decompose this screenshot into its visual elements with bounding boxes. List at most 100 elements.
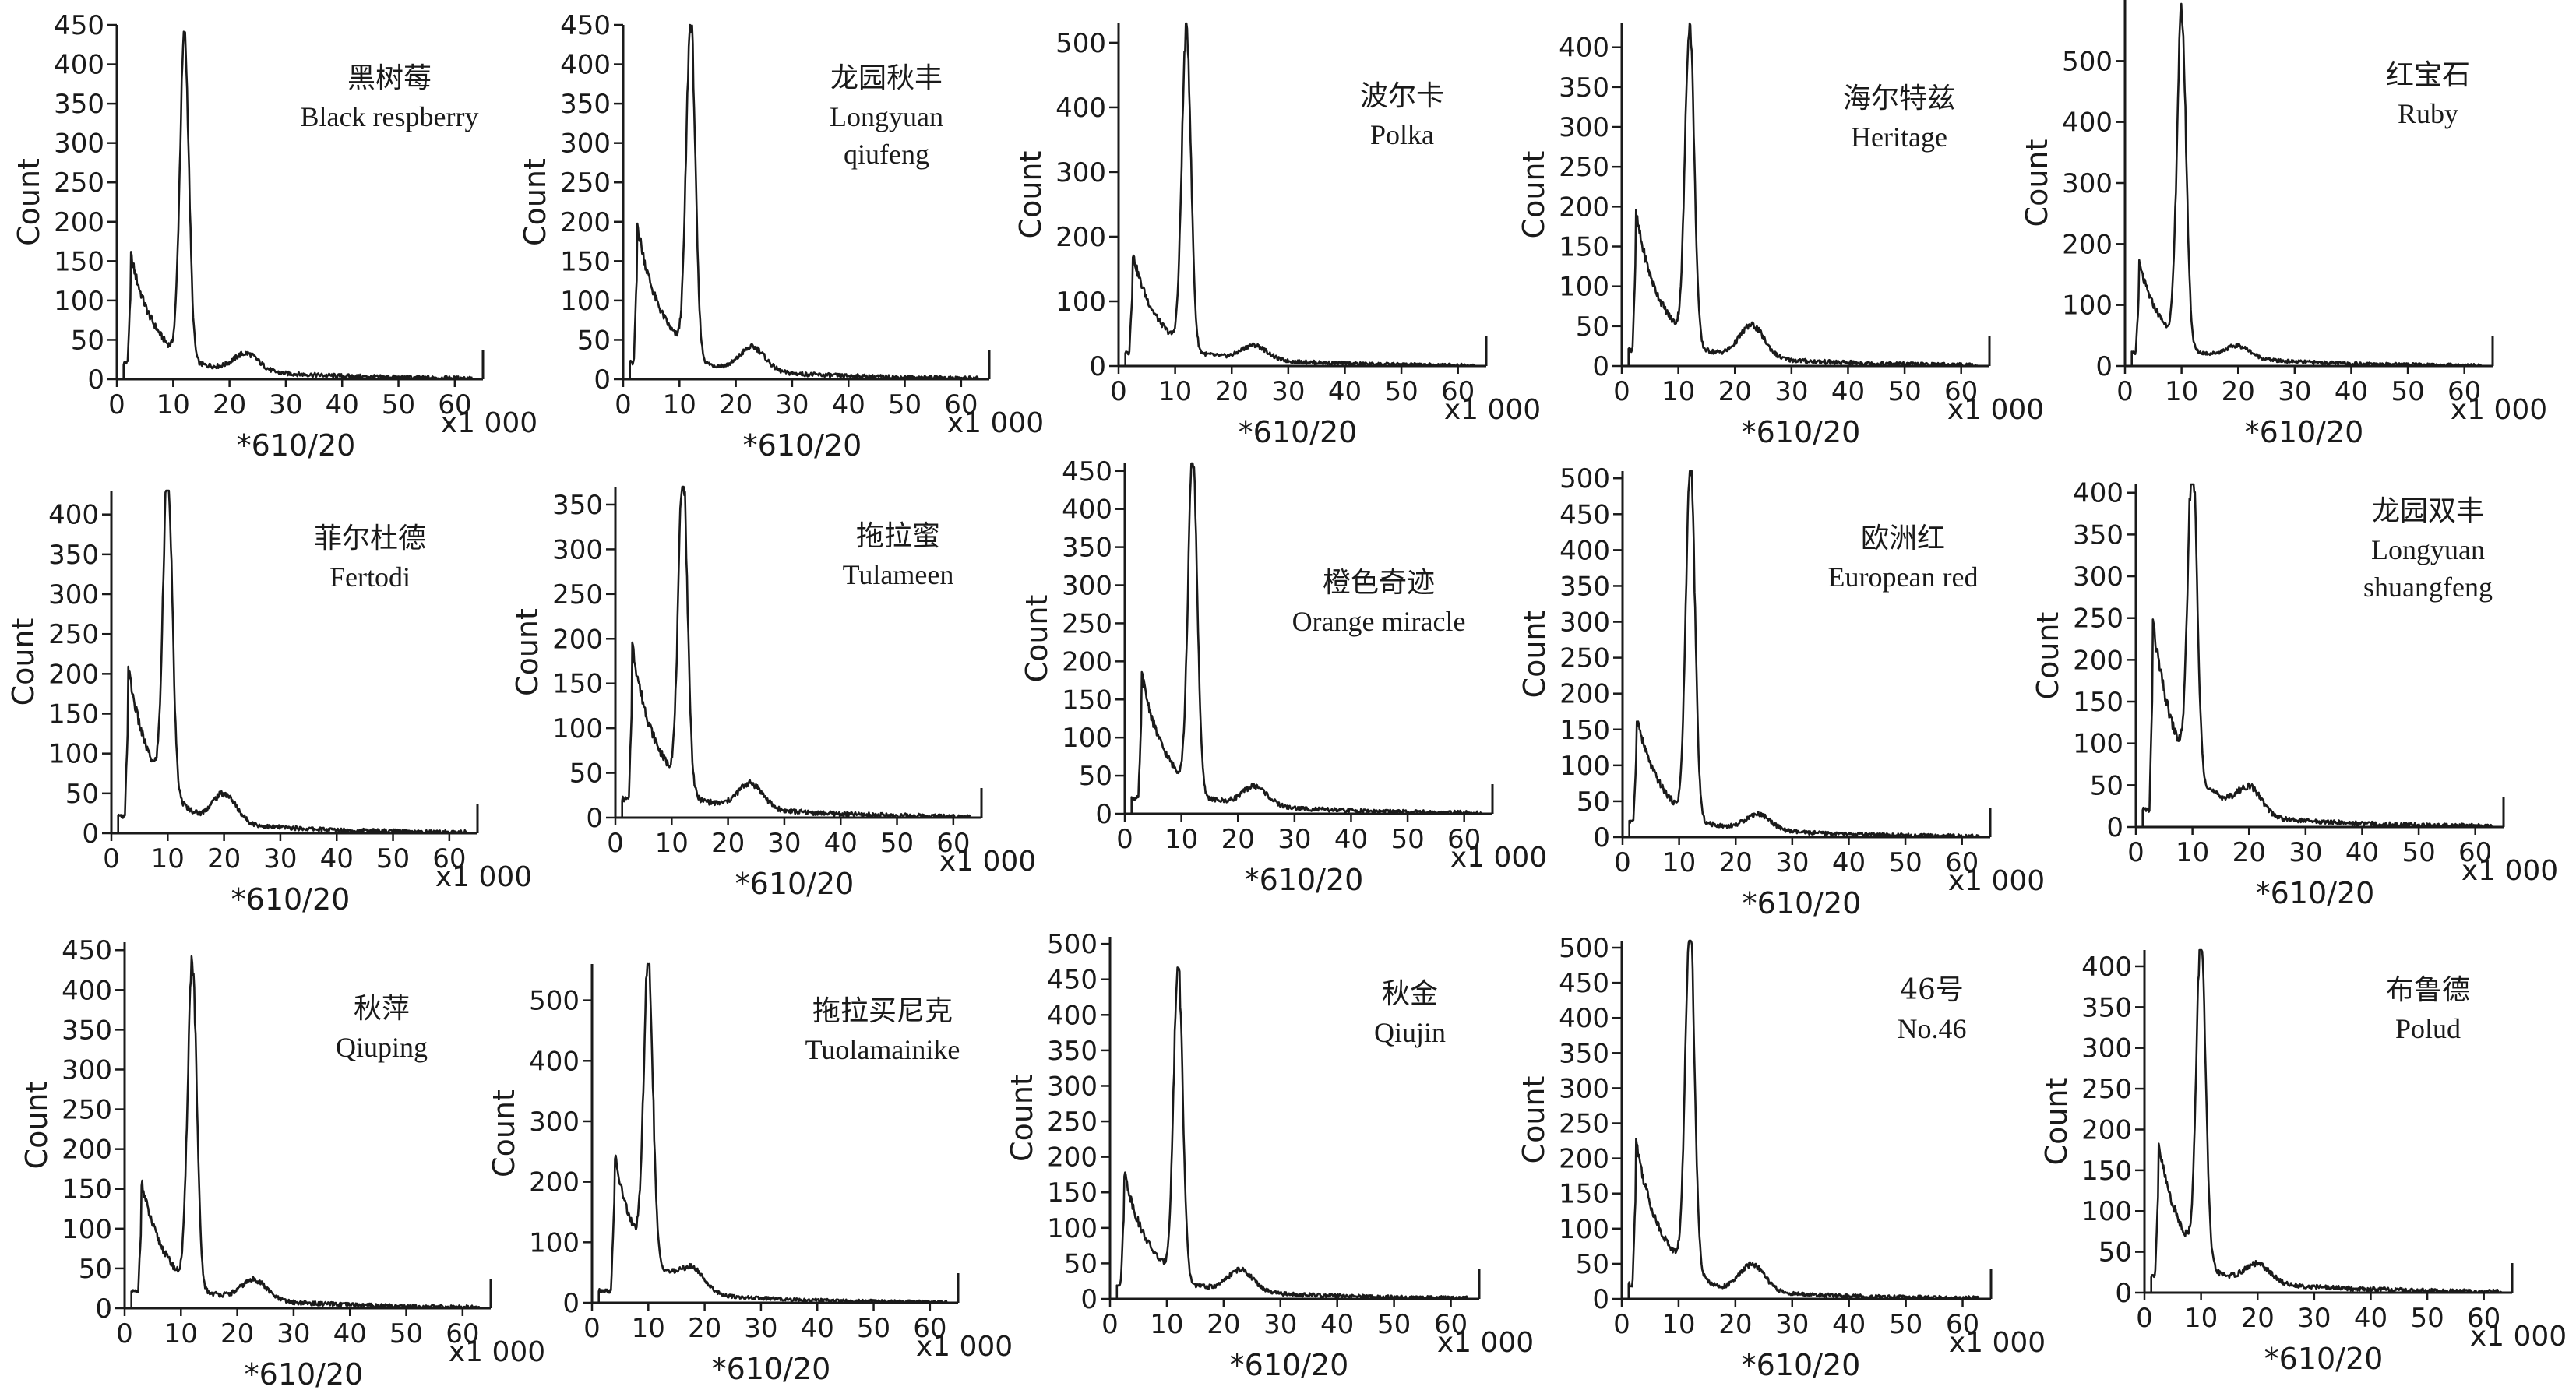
cultivar-name-zh: 橙色奇迹 (1323, 567, 1435, 599)
y-tick-label: 400 (2062, 107, 2113, 139)
x-tick-label: 20 (1718, 376, 1752, 407)
y-axis-title: Count (1005, 1074, 1039, 1162)
x-axis-title: *610/20 (1742, 415, 1861, 449)
x-tick-label: 30 (2297, 1303, 2331, 1334)
x-tick-label: 0 (1101, 1309, 1119, 1340)
x-tick-label: 60 (432, 843, 466, 874)
y-tick-label: 100 (1047, 1213, 1098, 1244)
y-tick-label: 250 (552, 579, 603, 611)
x-tick-label: 60 (1945, 847, 1979, 878)
x-axis-unit: x1 000 (1948, 865, 2045, 897)
histogram-trace (2150, 948, 2502, 1294)
y-tick-label: 150 (2081, 1156, 2132, 1187)
y-tick-label: 300 (1559, 112, 1609, 143)
y-tick-label: 350 (54, 89, 104, 120)
y-tick-label: 300 (2062, 168, 2113, 199)
y-axis-title: Count (1517, 151, 1551, 239)
x-tick-label: 10 (663, 389, 696, 421)
x-tick-label: 40 (1831, 376, 1865, 407)
y-tick-label: 200 (1047, 1142, 1098, 1174)
y-tick-label: 350 (560, 89, 611, 120)
cultivar-name-en: Heritage (1851, 121, 1947, 153)
x-tick-label: 40 (326, 389, 359, 421)
y-tick-label: 300 (529, 1107, 580, 1138)
cultivar-name-en: qiufeng (844, 139, 929, 170)
x-tick-label: 40 (2345, 837, 2379, 868)
x-tick-label: 20 (688, 1313, 721, 1344)
x-axis-unit: x1 000 (1949, 1327, 2046, 1359)
y-tick-label: 0 (2115, 1278, 2132, 1309)
y-tick-label: 50 (2099, 1237, 2132, 1269)
y-tick-label: 400 (1062, 494, 1112, 526)
x-axis-unit: x1 000 (1947, 394, 2044, 426)
cultivar-name-zh: 海尔特兹 (1843, 83, 1955, 114)
histogram-panel-1: 0 50 100 150 200 250 300 350 400 450 0 10 20 30 40 50 60… (12, 10, 537, 463)
y-tick-label: 400 (54, 50, 104, 81)
y-tick-label: 100 (552, 713, 603, 744)
y-tick-label: 0 (2095, 351, 2113, 382)
cultivar-name-en: Qiujin (1374, 1017, 1446, 1048)
y-tick-label: 250 (62, 1095, 112, 1126)
histogram-panel-2: 0 50 100 150 200 250 300 350 400 450 0 10 20 30 40 50 60… (518, 10, 1044, 463)
y-tick-label: 450 (1062, 456, 1112, 487)
y-axis-title: Count (12, 158, 46, 246)
histogram-trace (597, 962, 948, 1304)
x-tick-label: 40 (1832, 847, 1866, 878)
x-axis-unit: x1 000 (1450, 842, 1547, 874)
x-tick-label: 20 (213, 389, 246, 421)
x-tick-label: 50 (1384, 376, 1418, 407)
y-tick-label: 300 (1559, 1073, 1609, 1104)
x-tick-label: 0 (1613, 376, 1630, 407)
x-tick-label: 10 (655, 828, 689, 859)
cultivar-name-en: Polud (2395, 1013, 2461, 1044)
x-axis-title: *610/20 (1742, 1348, 1861, 1382)
cultivar-name-en: Orange miracle (1292, 606, 1466, 637)
x-tick-label: 0 (1110, 376, 1127, 407)
x-axis-title: *610/20 (231, 882, 351, 917)
x-tick-label: 50 (382, 389, 415, 421)
y-tick-label: 50 (79, 1254, 112, 1285)
x-tick-label: 40 (1832, 1309, 1866, 1340)
cultivar-name-zh: 龙园双丰 (2372, 495, 2484, 527)
x-tick-label: 30 (269, 389, 302, 421)
x-axis-unit: x1 000 (947, 407, 1044, 439)
x-tick-label: 10 (1662, 376, 1695, 407)
cultivar-name-zh: 欧洲红 (1861, 523, 1945, 554)
cultivar-name-en: Longyuan (2371, 534, 2485, 565)
y-axis-title: Count (1517, 611, 1552, 698)
cultivar-name-zh: 拖拉蜜 (856, 520, 940, 552)
x-tick-label: 20 (2232, 837, 2266, 868)
cultivar-name-en: Longyuan (830, 101, 943, 132)
y-tick-label: 350 (1047, 1036, 1098, 1067)
cultivar-name-zh: 46号 (1900, 974, 1964, 1006)
x-tick-label: 20 (711, 828, 745, 859)
x-axis-unit: x1 000 (1437, 1327, 1534, 1359)
y-tick-label: 250 (1559, 1109, 1609, 1140)
x-tick-label: 0 (103, 843, 120, 874)
x-tick-label: 30 (767, 828, 801, 859)
x-tick-label: 20 (1215, 376, 1249, 407)
x-tick-label: 60 (1441, 376, 1475, 407)
y-tick-label: 200 (1559, 679, 1610, 710)
y-tick-label: 350 (2081, 992, 2132, 1023)
x-axis-unit: x1 000 (449, 1336, 545, 1368)
x-axis-title: *610/20 (245, 1357, 364, 1392)
y-tick-label: 0 (82, 818, 99, 850)
y-tick-label: 150 (48, 699, 99, 730)
y-tick-label: 350 (2073, 519, 2123, 551)
y-tick-label: 300 (1055, 157, 1106, 188)
x-axis-title: *610/20 (1230, 1348, 1349, 1382)
histogram-panel-5: 0 100 200 300 400 500 0 10 20 30 40 50 60 Count *610/2… (2020, 0, 2547, 449)
cultivar-name-zh: 红宝石 (2386, 59, 2470, 91)
y-tick-label: 250 (2081, 1074, 2132, 1105)
y-tick-label: 250 (560, 167, 611, 199)
x-tick-label: 50 (888, 389, 922, 421)
cultivar-name-en: European red (1828, 561, 1979, 593)
y-tick-label: 300 (1047, 1071, 1098, 1102)
x-tick-label: 10 (164, 1318, 198, 1349)
x-tick-label: 30 (277, 1318, 310, 1349)
y-tick-label: 150 (560, 246, 611, 277)
cultivar-name-zh: 秋金 (1382, 978, 1438, 1010)
